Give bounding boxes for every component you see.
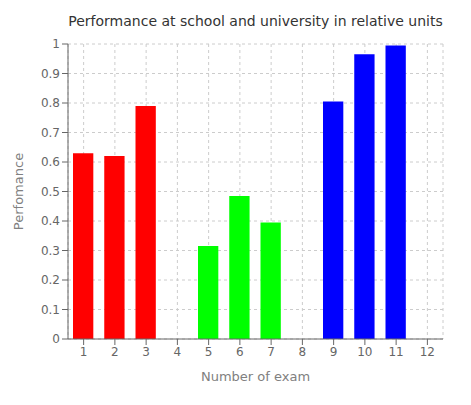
svg-text:11: 11	[388, 345, 403, 359]
svg-text:0.5: 0.5	[41, 185, 60, 199]
svg-text:9: 9	[330, 345, 338, 359]
svg-text:0.1: 0.1	[41, 303, 60, 317]
svg-text:0: 0	[52, 332, 60, 346]
svg-text:1: 1	[52, 37, 60, 51]
svg-text:1: 1	[80, 345, 88, 359]
svg-text:12: 12	[420, 345, 435, 359]
svg-text:Number of exam: Number of exam	[201, 369, 310, 384]
svg-text:0.8: 0.8	[41, 96, 60, 110]
svg-text:0.3: 0.3	[41, 244, 60, 258]
svg-text:2: 2	[111, 345, 119, 359]
svg-text:7: 7	[267, 345, 275, 359]
html-text:Performance at school and univ: Performance at school and university in …	[68, 13, 443, 29]
svg-text:0.7: 0.7	[41, 126, 60, 140]
svg-text:0.2: 0.2	[41, 273, 60, 287]
svg-text:0.6: 0.6	[41, 155, 60, 169]
svg-text:6: 6	[236, 345, 244, 359]
svg-text:3: 3	[142, 345, 150, 359]
svg-text:Perfomance: Perfomance	[11, 153, 26, 230]
svg-text:4: 4	[174, 345, 182, 359]
svg-text:0.4: 0.4	[41, 214, 60, 228]
svg-text:5: 5	[205, 345, 213, 359]
svg-text:8: 8	[299, 345, 307, 359]
svg-text:0.9: 0.9	[41, 67, 60, 81]
svg-text:10: 10	[357, 345, 372, 359]
